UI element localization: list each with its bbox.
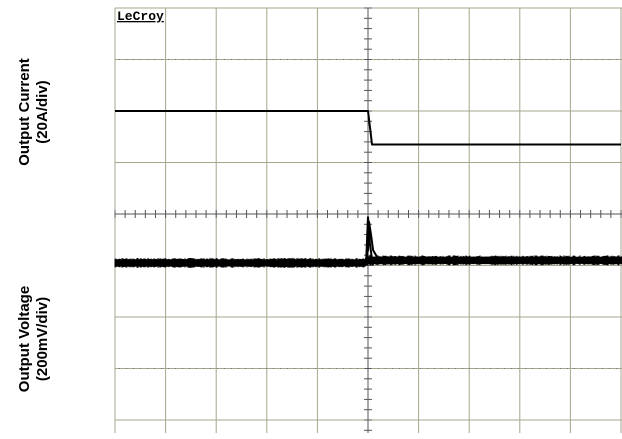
trace-voltage-spike	[365, 216, 374, 266]
trace-output-current	[115, 110, 621, 146]
brand-logo: LeCroy	[117, 9, 164, 24]
trace-output-voltage-noise	[114, 255, 622, 268]
traces	[114, 110, 622, 268]
